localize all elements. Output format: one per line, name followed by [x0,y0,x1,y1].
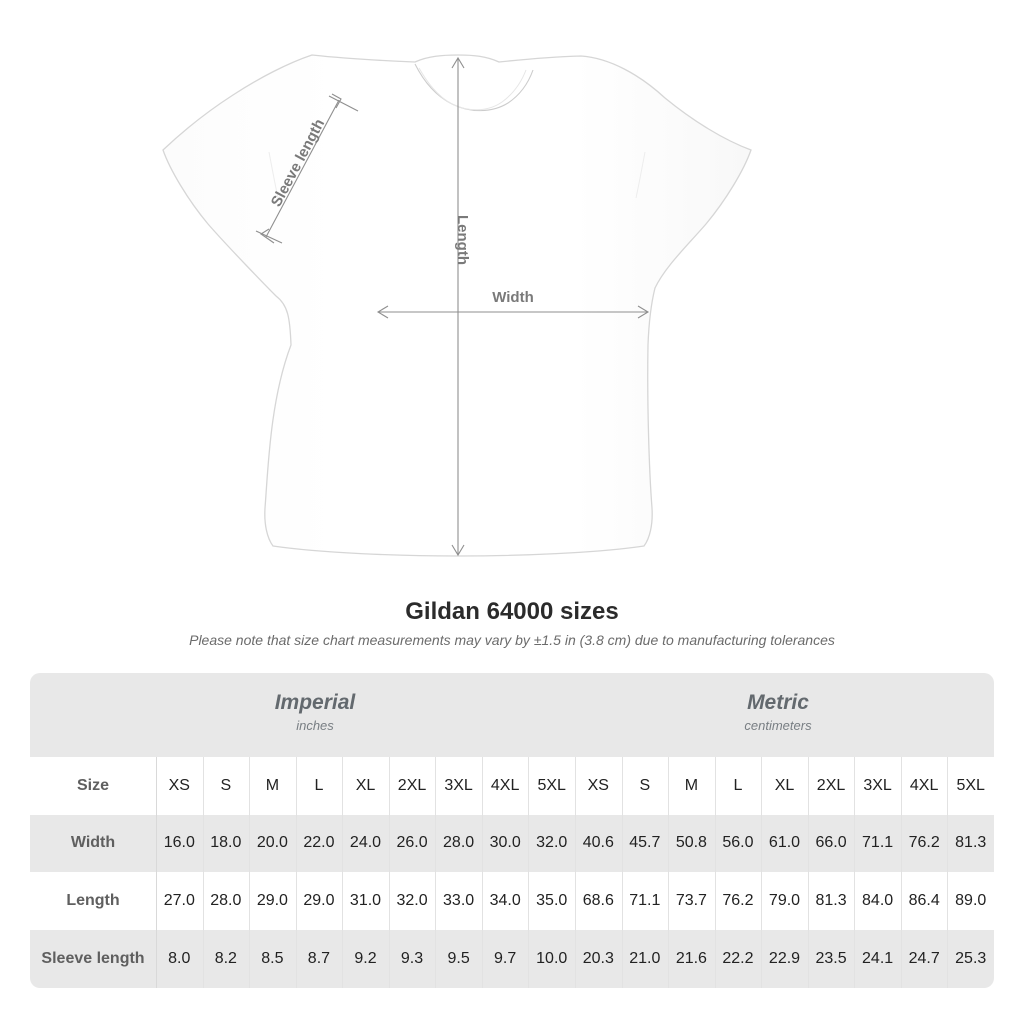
svg-text:Length: Length [454,215,471,265]
svg-text:Width: Width [492,289,534,306]
